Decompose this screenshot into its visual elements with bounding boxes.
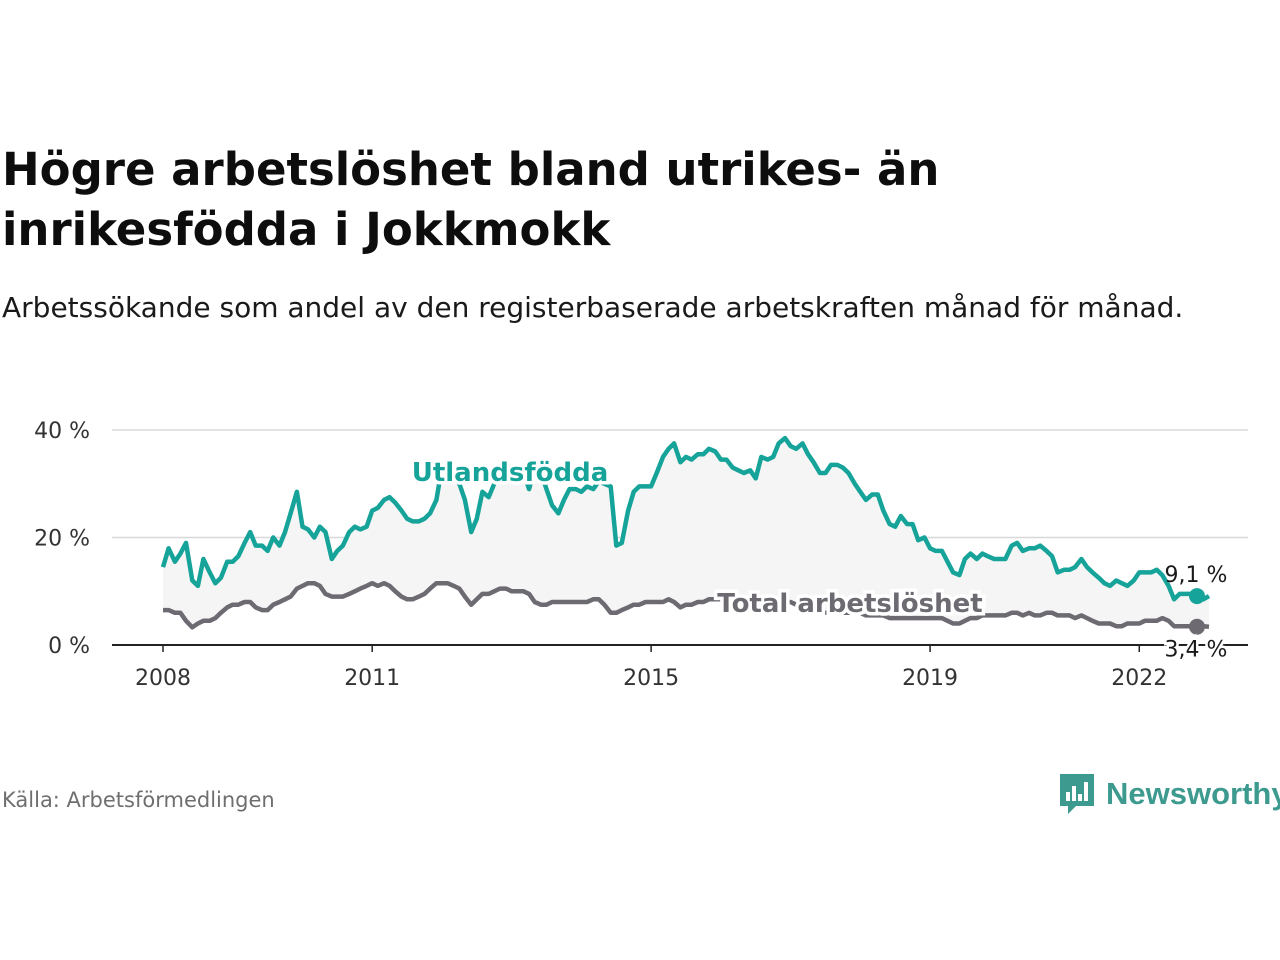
series-label-utlandsfodda: Utlandsfödda [412, 458, 609, 488]
series-line-total [163, 580, 1210, 630]
x-tick-label: 2015 [623, 666, 679, 691]
brand-name: Newsworthy [1106, 776, 1280, 811]
y-tick-label: 40 % [34, 419, 90, 444]
chart-subtitle: Arbetssökande som andel av den registerb… [2, 291, 1184, 324]
x-tick-label: 2008 [135, 666, 191, 691]
brand-logo[interactable]: Newsworthy [1058, 772, 1280, 816]
y-tick-label: 0 % [48, 634, 90, 659]
end-label-utlandsfodda: 9,1 % [1165, 563, 1228, 588]
axes: 0 % 20 % 40 % 2008 2011 2015 2019 2022 [34, 419, 1248, 691]
line-chart: 0 % 20 % 40 % 2008 2011 2015 2019 2022 9,1 % 3,4… [34, 419, 1248, 691]
x-tick-label: 2022 [1111, 666, 1167, 691]
x-tick-label: 2011 [344, 666, 400, 691]
source-note: Källa: Arbetsförmedlingen [2, 788, 275, 812]
newsworthy-logo-icon [1060, 774, 1094, 814]
x-tick-label: 2019 [902, 666, 958, 691]
chart-title: Högre arbetslöshet bland utrikes- än inr… [2, 143, 940, 256]
gap-band [163, 438, 1209, 628]
series-lines [160, 435, 1211, 635]
end-label-total: 3,4 % [1165, 638, 1228, 663]
y-tick-label: 20 % [34, 527, 90, 552]
series-label-total: Total arbetslöshet [717, 589, 982, 619]
labels: 9,1 % 3,4 % Utlandsfödda Total arbetslöshet [408, 455, 1230, 666]
end-marker-total [1189, 618, 1205, 635]
series-line-utlandsfodda [160, 435, 1211, 602]
end-marker-utlandsfodda [1189, 588, 1205, 605]
